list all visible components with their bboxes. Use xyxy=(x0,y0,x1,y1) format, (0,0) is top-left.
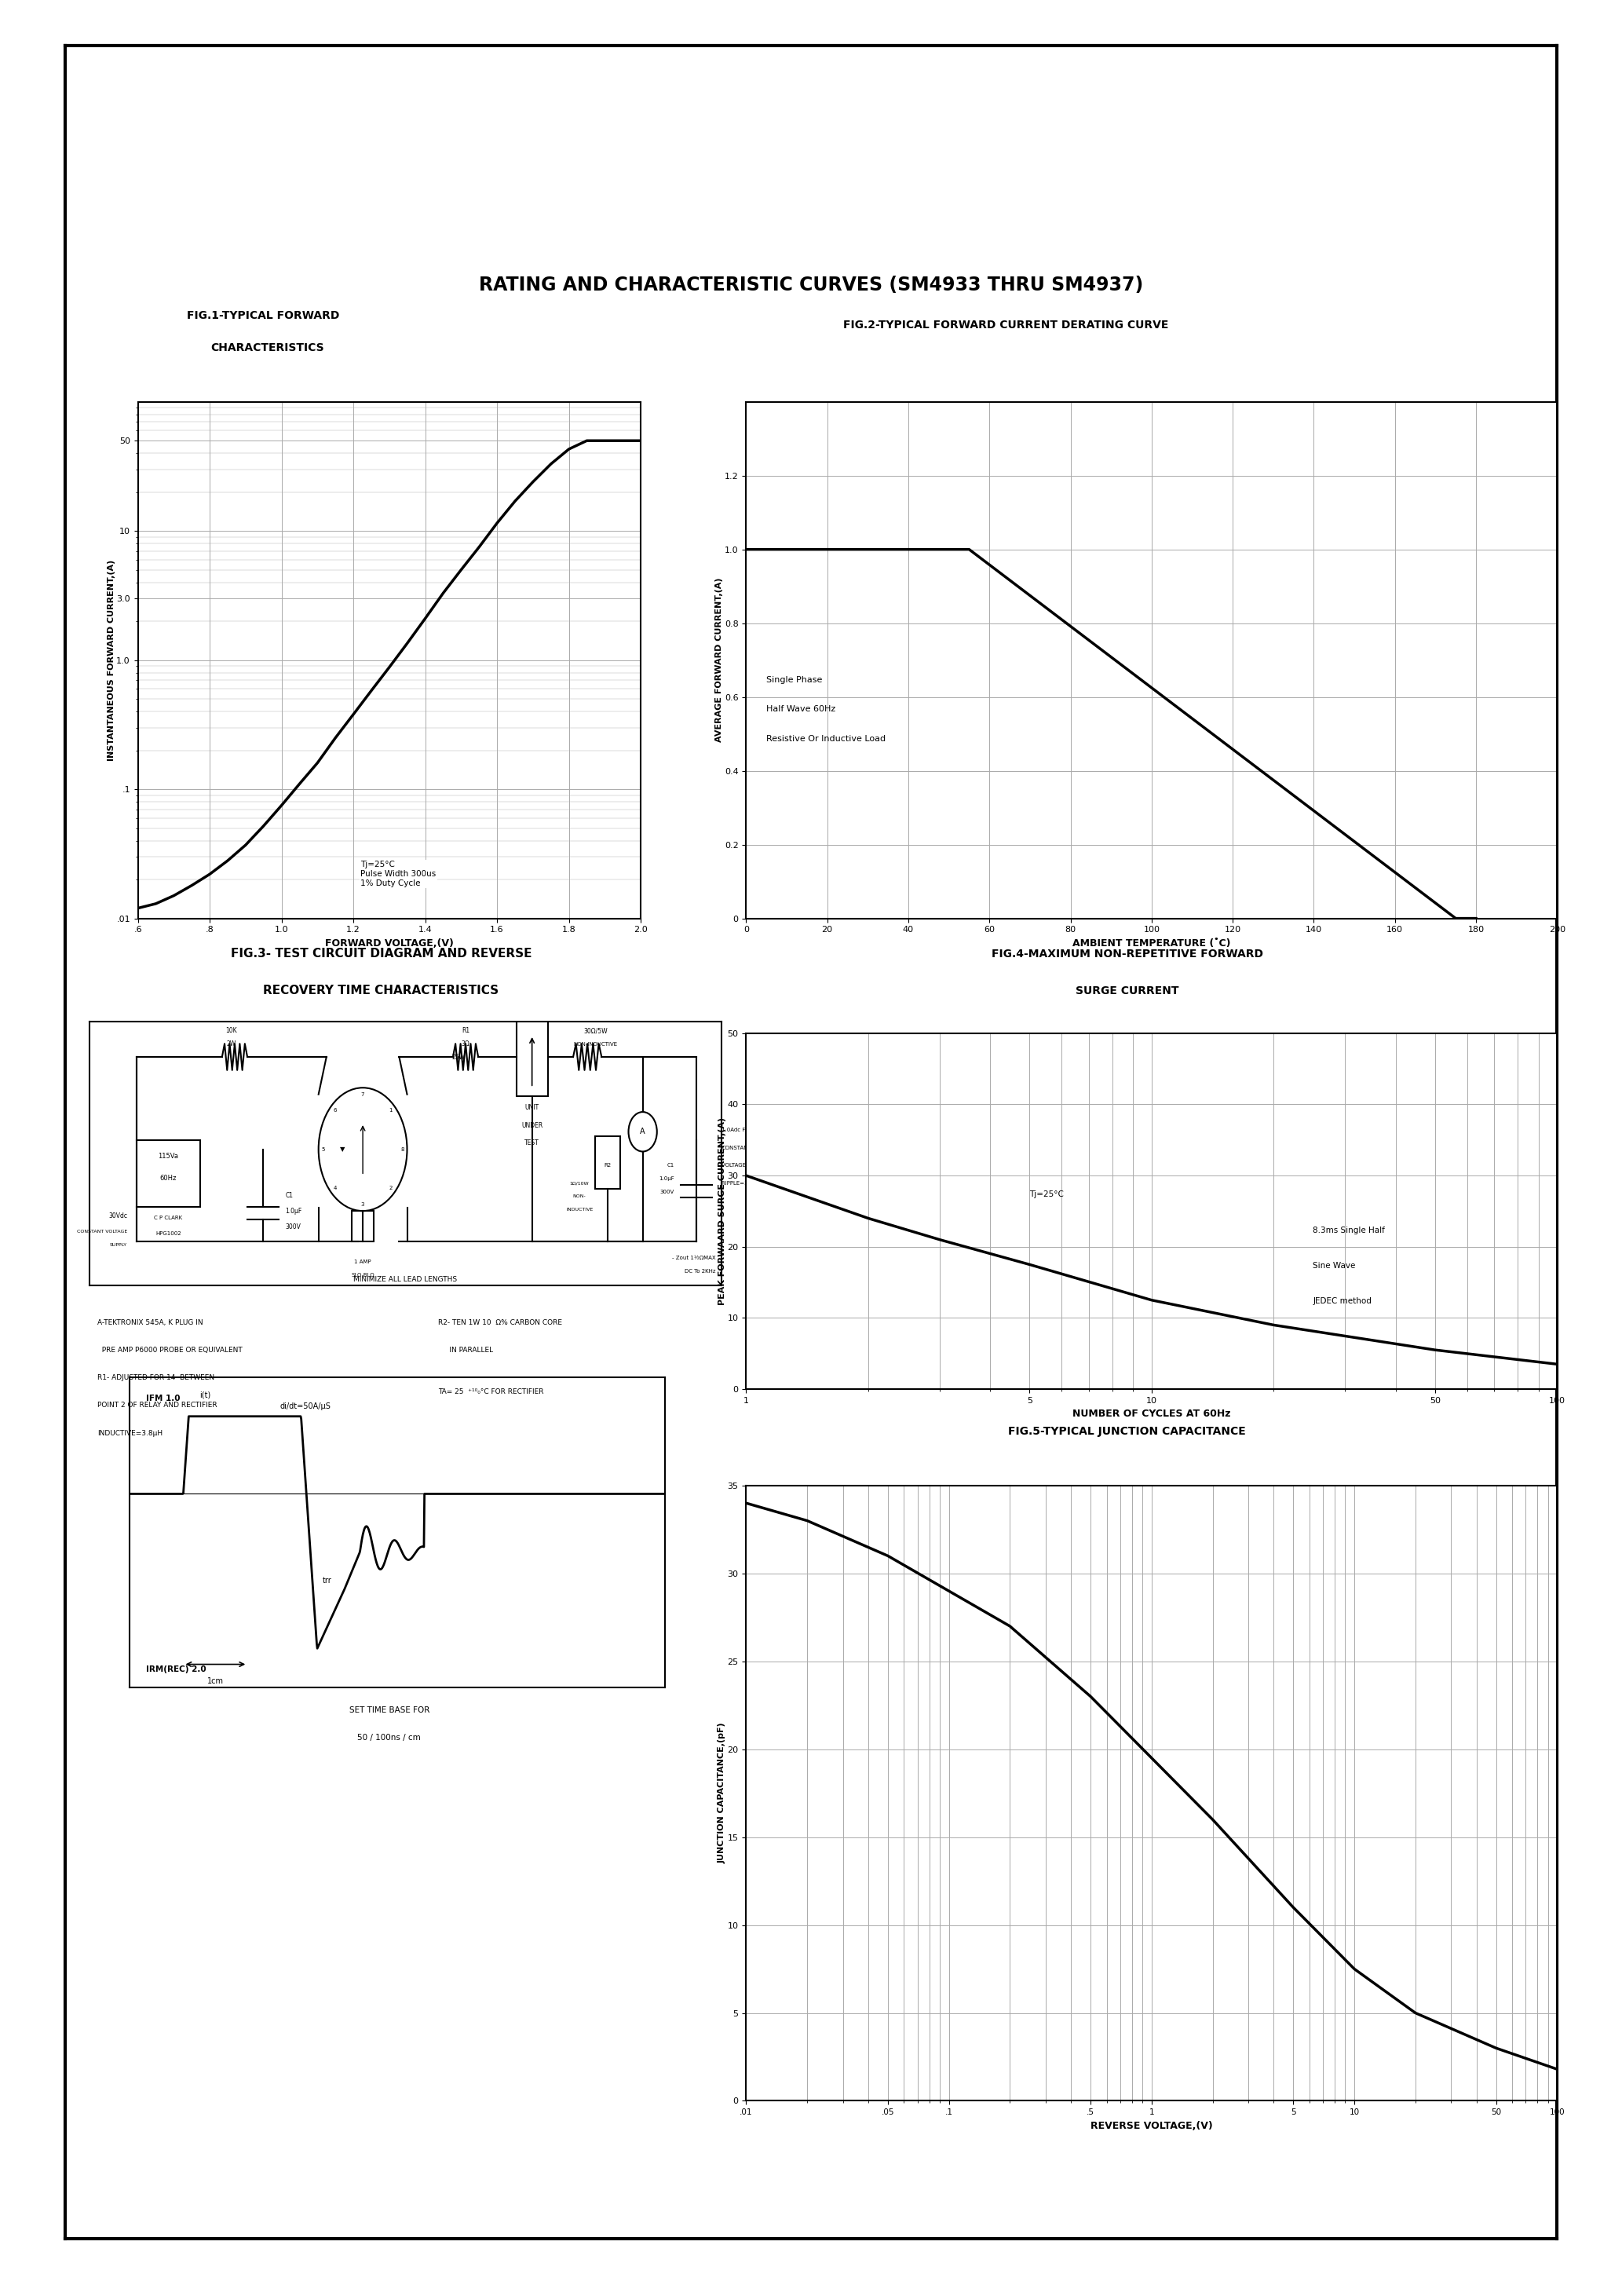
Text: C1: C1 xyxy=(285,1192,294,1199)
Y-axis label: AVERAGE FORWARD CURRENT,(A): AVERAGE FORWARD CURRENT,(A) xyxy=(715,579,723,742)
Bar xyxy=(136,1141,200,1208)
Text: SLO-BLO: SLO-BLO xyxy=(352,1272,375,1279)
Text: di/dt=50A/μS: di/dt=50A/μS xyxy=(279,1403,331,1410)
Text: 8.3ms Single Half: 8.3ms Single Half xyxy=(1312,1226,1385,1233)
Text: Single Phase: Single Phase xyxy=(767,675,822,684)
Text: INDUCTIVE: INDUCTIVE xyxy=(566,1208,594,1212)
Text: 1Ω/10W: 1Ω/10W xyxy=(569,1182,589,1185)
Text: FIG.3- TEST CIRCUIT DIAGRAM AND REVERSE: FIG.3- TEST CIRCUIT DIAGRAM AND REVERSE xyxy=(230,948,532,960)
Text: A-TEKTRONIX 545A, K PLUG IN: A-TEKTRONIX 545A, K PLUG IN xyxy=(97,1320,203,1327)
Text: HPG1002: HPG1002 xyxy=(156,1231,182,1235)
Bar xyxy=(352,1210,375,1242)
Text: 3Ω: 3Ω xyxy=(461,1040,470,1047)
Text: 300V: 300V xyxy=(660,1189,675,1194)
Text: SUPPLY: SUPPLY xyxy=(110,1242,127,1247)
Text: R1- ADJUSTED FOR 14  BETWEEN: R1- ADJUSTED FOR 14 BETWEEN xyxy=(97,1375,214,1382)
Text: 4: 4 xyxy=(333,1185,336,1192)
Text: FIG.1-TYPICAL FORWARD: FIG.1-TYPICAL FORWARD xyxy=(187,310,339,321)
Text: 60Hz: 60Hz xyxy=(161,1176,177,1182)
Text: MINIMIZE ALL LEAD LENGTHS: MINIMIZE ALL LEAD LENGTHS xyxy=(354,1277,457,1283)
Text: 2W: 2W xyxy=(227,1040,237,1047)
Text: CONSTANT: CONSTANT xyxy=(722,1146,751,1150)
Bar xyxy=(516,1017,548,1097)
Text: Tj=25°C: Tj=25°C xyxy=(1030,1192,1064,1199)
Text: ▼: ▼ xyxy=(339,1146,345,1153)
Text: C1: C1 xyxy=(667,1164,675,1169)
Text: FIG.4-MAXIMUM NON-REPETITIVE FORWARD: FIG.4-MAXIMUM NON-REPETITIVE FORWARD xyxy=(991,948,1264,960)
Bar xyxy=(595,1137,621,1189)
X-axis label: NUMBER OF CYCLES AT 60Hz: NUMBER OF CYCLES AT 60Hz xyxy=(1072,1410,1231,1419)
Text: 115Va: 115Va xyxy=(157,1153,178,1159)
Text: FIG.2-TYPICAL FORWARD CURRENT DERATING CURVE: FIG.2-TYPICAL FORWARD CURRENT DERATING C… xyxy=(843,319,1168,331)
Text: VOLTAGE SUPPLY: VOLTAGE SUPPLY xyxy=(722,1164,767,1169)
Text: 1.0Adc FROM: 1.0Adc FROM xyxy=(722,1127,759,1132)
Text: RATING AND CHARACTERISTIC CURVES (SM4933 THRU SM4937): RATING AND CHARACTERISTIC CURVES (SM4933… xyxy=(478,276,1144,294)
Text: 2: 2 xyxy=(389,1185,393,1192)
Text: UNDER: UNDER xyxy=(521,1123,543,1130)
Text: DC To 2KHz: DC To 2KHz xyxy=(684,1270,715,1274)
Text: IRM(REC) 2.0: IRM(REC) 2.0 xyxy=(146,1667,206,1674)
Text: RECOVERY TIME CHARACTERISTICS: RECOVERY TIME CHARACTERISTICS xyxy=(263,985,500,996)
Text: UNIT: UNIT xyxy=(526,1104,539,1111)
X-axis label: FORWARD VOLTAGE,(V): FORWARD VOLTAGE,(V) xyxy=(324,939,454,948)
Text: 1: 1 xyxy=(389,1109,393,1114)
Text: 1cm: 1cm xyxy=(208,1678,224,1685)
Text: CHARACTERISTICS: CHARACTERISTICS xyxy=(211,342,324,354)
Text: Resistive Or Inductive Load: Resistive Or Inductive Load xyxy=(767,735,886,744)
Text: trr: trr xyxy=(323,1577,331,1584)
Text: R2- TEN 1W 10  Ω% CARBON CORE: R2- TEN 1W 10 Ω% CARBON CORE xyxy=(438,1320,561,1327)
Text: NON-INDUCTIVE: NON-INDUCTIVE xyxy=(573,1042,618,1047)
Text: R2: R2 xyxy=(605,1164,611,1169)
Y-axis label: JUNCTION CAPACITANCE,(pF): JUNCTION CAPACITANCE,(pF) xyxy=(719,1722,727,1864)
Text: 300V: 300V xyxy=(285,1224,302,1231)
Text: 25W: 25W xyxy=(453,1054,466,1061)
Text: NON-: NON- xyxy=(573,1194,586,1199)
Text: C P CLARK: C P CLARK xyxy=(154,1217,182,1221)
Text: Sine Wave: Sine Wave xyxy=(1312,1263,1356,1270)
Text: - Zout 1½ΩMAX: - Zout 1½ΩMAX xyxy=(672,1256,715,1261)
Text: FIG.5-TYPICAL JUNCTION CAPACITANCE: FIG.5-TYPICAL JUNCTION CAPACITANCE xyxy=(1009,1426,1246,1437)
Text: 1.0μF: 1.0μF xyxy=(659,1176,675,1180)
Text: 1.0μF: 1.0μF xyxy=(285,1208,302,1215)
Text: POINT 2 OF RELAY AND RECTIFIER: POINT 2 OF RELAY AND RECTIFIER xyxy=(97,1403,217,1410)
Text: 3: 3 xyxy=(362,1203,365,1208)
Text: 6: 6 xyxy=(333,1109,337,1114)
Text: JEDEC method: JEDEC method xyxy=(1312,1297,1372,1304)
Text: Tj=25°C
Pulse Width 300us
1% Duty Cycle: Tj=25°C Pulse Width 300us 1% Duty Cycle xyxy=(360,861,436,886)
Y-axis label: INSTANTANEOUS FORWARD CURRENT,(A): INSTANTANEOUS FORWARD CURRENT,(A) xyxy=(107,560,115,760)
Text: 5: 5 xyxy=(321,1148,324,1153)
Text: INDUCTIVE=3.8μH: INDUCTIVE=3.8μH xyxy=(97,1430,162,1437)
X-axis label: AMBIENT TEMPERATURE (˚C): AMBIENT TEMPERATURE (˚C) xyxy=(1072,939,1231,948)
Text: 50 / 100ns / cm: 50 / 100ns / cm xyxy=(357,1733,422,1743)
Text: 30Vdc: 30Vdc xyxy=(109,1212,127,1219)
Text: 10K: 10K xyxy=(225,1026,237,1033)
Text: TA= 25  ⁺¹⁰₀°C FOR RECTIFIER: TA= 25 ⁺¹⁰₀°C FOR RECTIFIER xyxy=(438,1389,543,1396)
Text: TEST: TEST xyxy=(524,1139,540,1146)
Text: R1: R1 xyxy=(462,1026,470,1033)
Text: 30Ω/5W: 30Ω/5W xyxy=(584,1026,607,1033)
Text: 8: 8 xyxy=(401,1148,404,1153)
Text: 7: 7 xyxy=(362,1093,365,1097)
Text: 1 AMP: 1 AMP xyxy=(354,1261,371,1265)
X-axis label: REVERSE VOLTAGE,(V): REVERSE VOLTAGE,(V) xyxy=(1090,2122,1213,2131)
Text: SURGE CURRENT: SURGE CURRENT xyxy=(1075,985,1179,996)
Text: RIPPLE=3mVrms MAX: RIPPLE=3mVrms MAX xyxy=(722,1180,782,1185)
Text: IN PARALLEL: IN PARALLEL xyxy=(438,1348,493,1355)
Text: IFM 1.0: IFM 1.0 xyxy=(146,1394,180,1403)
Y-axis label: PEAK FORWAARD SURGE CURRENT,(A): PEAK FORWAARD SURGE CURRENT,(A) xyxy=(719,1118,727,1304)
Text: PRE AMP P6000 PROBE OR EQUIVALENT: PRE AMP P6000 PROBE OR EQUIVALENT xyxy=(97,1348,242,1355)
Text: CONSTANT VOLTAGE: CONSTANT VOLTAGE xyxy=(76,1231,127,1233)
Text: i(t): i(t) xyxy=(200,1391,211,1398)
Text: A: A xyxy=(641,1127,646,1137)
Text: Half Wave 60Hz: Half Wave 60Hz xyxy=(767,705,835,714)
Text: SET TIME BASE FOR: SET TIME BASE FOR xyxy=(349,1706,430,1715)
